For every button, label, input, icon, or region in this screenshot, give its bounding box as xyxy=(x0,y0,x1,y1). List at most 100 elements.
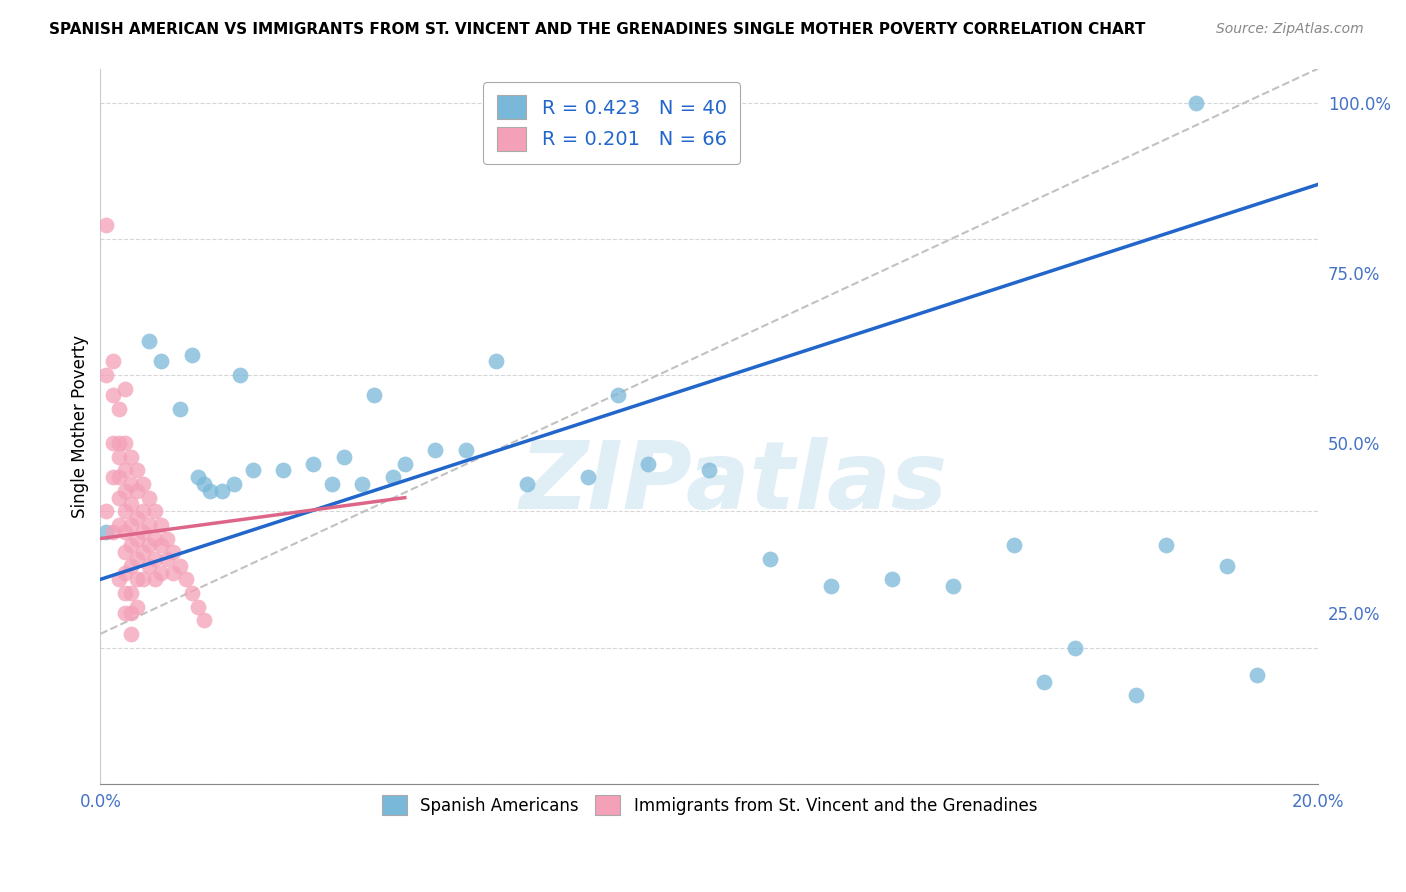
Point xyxy=(820,579,842,593)
Point xyxy=(132,477,155,491)
Point xyxy=(125,532,148,546)
Point xyxy=(114,545,136,559)
Point xyxy=(101,354,124,368)
Point xyxy=(114,566,136,580)
Point xyxy=(1246,667,1268,681)
Point xyxy=(1033,674,1056,689)
Point xyxy=(150,354,173,368)
Point xyxy=(333,450,356,464)
Point xyxy=(96,218,118,232)
Point xyxy=(607,388,630,402)
Point xyxy=(1063,640,1085,655)
Point xyxy=(143,552,166,566)
Point xyxy=(942,579,965,593)
Point xyxy=(125,573,148,587)
Point xyxy=(156,552,179,566)
Point xyxy=(880,573,903,587)
Point xyxy=(697,463,720,477)
Point xyxy=(242,463,264,477)
Point xyxy=(150,517,173,532)
Point xyxy=(120,517,142,532)
Point xyxy=(1154,538,1177,552)
Point xyxy=(107,517,129,532)
Point xyxy=(321,477,343,491)
Point xyxy=(1125,688,1147,702)
Point xyxy=(211,483,233,498)
Point xyxy=(138,334,160,348)
Point xyxy=(101,470,124,484)
Point xyxy=(120,627,142,641)
Point xyxy=(101,524,124,539)
Point xyxy=(224,477,246,491)
Point xyxy=(143,532,166,546)
Point xyxy=(107,491,129,505)
Point xyxy=(454,442,477,457)
Point xyxy=(132,545,155,559)
Point xyxy=(156,532,179,546)
Point xyxy=(96,368,118,382)
Point xyxy=(180,586,202,600)
Point xyxy=(637,457,659,471)
Point xyxy=(120,558,142,573)
Point xyxy=(107,436,129,450)
Point xyxy=(162,566,184,580)
Point xyxy=(107,470,129,484)
Point xyxy=(187,470,209,484)
Point xyxy=(576,470,599,484)
Point xyxy=(485,354,508,368)
Point xyxy=(114,382,136,396)
Point xyxy=(1185,95,1208,110)
Point xyxy=(120,607,142,621)
Point xyxy=(114,586,136,600)
Point xyxy=(120,586,142,600)
Point xyxy=(169,402,191,417)
Point xyxy=(198,483,221,498)
Point xyxy=(302,457,325,471)
Point xyxy=(271,463,294,477)
Point xyxy=(125,463,148,477)
Point xyxy=(193,613,215,627)
Point xyxy=(107,450,129,464)
Point xyxy=(125,599,148,614)
Point xyxy=(101,436,124,450)
Point xyxy=(193,477,215,491)
Point xyxy=(138,558,160,573)
Point xyxy=(138,491,160,505)
Point xyxy=(187,599,209,614)
Point xyxy=(138,538,160,552)
Point xyxy=(229,368,252,382)
Point xyxy=(125,511,148,525)
Point xyxy=(132,524,155,539)
Point xyxy=(120,450,142,464)
Point xyxy=(516,477,538,491)
Text: Source: ZipAtlas.com: Source: ZipAtlas.com xyxy=(1216,22,1364,37)
Point xyxy=(114,436,136,450)
Point xyxy=(162,545,184,559)
Point xyxy=(381,470,404,484)
Point xyxy=(150,566,173,580)
Point xyxy=(150,538,173,552)
Point xyxy=(114,504,136,518)
Text: SPANISH AMERICAN VS IMMIGRANTS FROM ST. VINCENT AND THE GRENADINES SINGLE MOTHER: SPANISH AMERICAN VS IMMIGRANTS FROM ST. … xyxy=(49,22,1146,37)
Point xyxy=(143,504,166,518)
Point xyxy=(96,504,118,518)
Point xyxy=(180,348,202,362)
Point xyxy=(174,573,197,587)
Point xyxy=(107,402,129,417)
Point xyxy=(114,607,136,621)
Point xyxy=(169,558,191,573)
Point xyxy=(125,552,148,566)
Point xyxy=(125,483,148,498)
Point xyxy=(120,498,142,512)
Point xyxy=(352,477,374,491)
Point xyxy=(363,388,385,402)
Point xyxy=(101,388,124,402)
Point xyxy=(114,483,136,498)
Text: ZIPatlas: ZIPatlas xyxy=(520,437,948,529)
Point xyxy=(120,538,142,552)
Y-axis label: Single Mother Poverty: Single Mother Poverty xyxy=(72,334,89,517)
Legend: Spanish Americans, Immigrants from St. Vincent and the Grenadines: Spanish Americans, Immigrants from St. V… xyxy=(371,785,1047,825)
Point xyxy=(120,477,142,491)
Point xyxy=(759,552,782,566)
Point xyxy=(114,463,136,477)
